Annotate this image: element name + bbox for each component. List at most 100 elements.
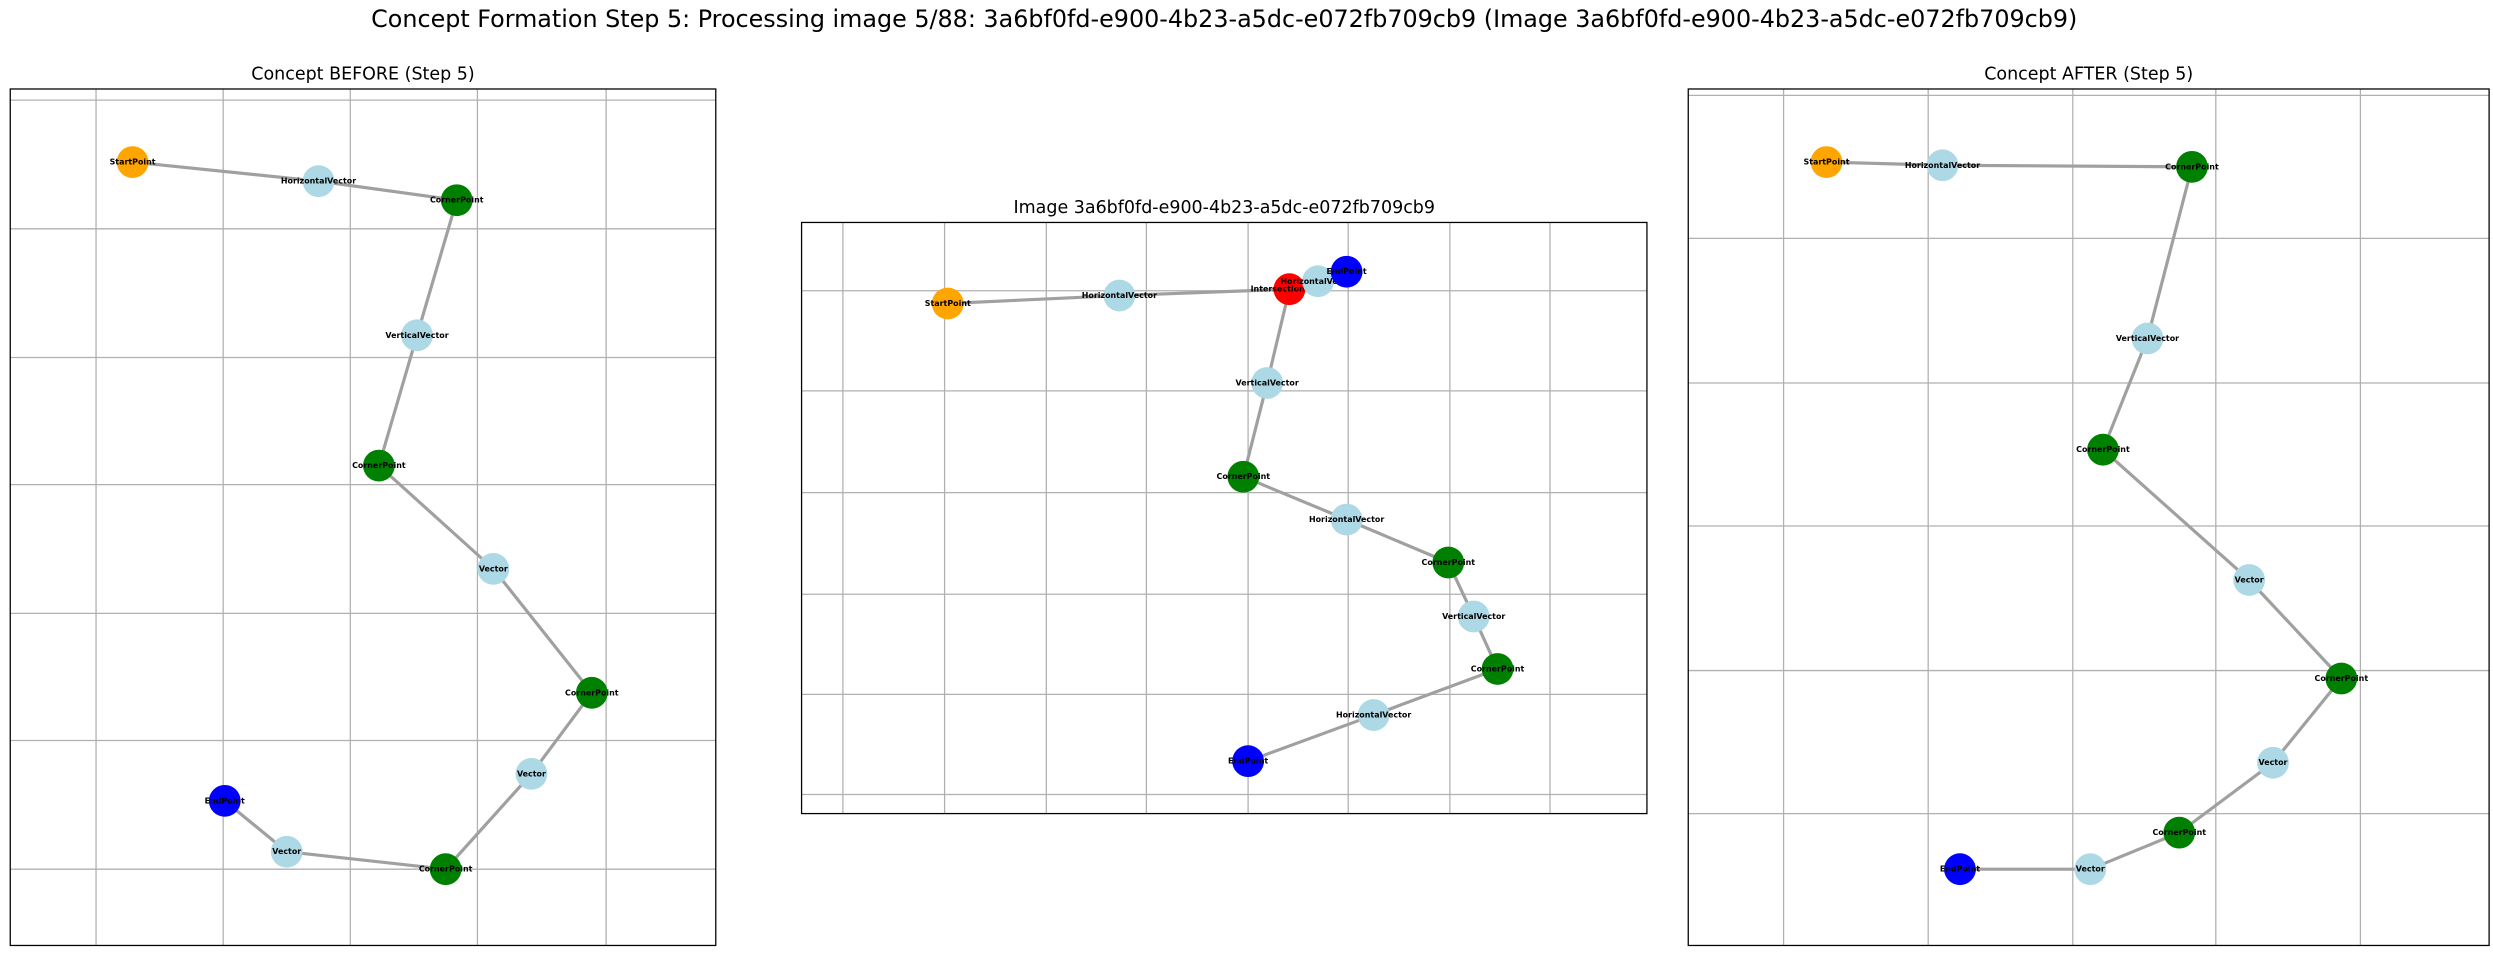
node — [363, 449, 395, 482]
edge — [492, 567, 594, 694]
edge — [530, 691, 594, 775]
node-label: HorizontalVector — [281, 177, 356, 186]
panel-frame — [1687, 88, 2490, 947]
node — [1273, 273, 1306, 306]
panel-title: Concept BEFORE (Step 5) — [251, 64, 474, 84]
node-label: CornerPoint — [1471, 664, 1525, 673]
node — [270, 835, 303, 868]
edge — [2089, 831, 2180, 871]
node-label: EndPoint — [205, 796, 245, 805]
edge — [1242, 475, 1348, 522]
edge — [2178, 761, 2274, 834]
node — [208, 784, 241, 817]
node-label: Vector — [517, 769, 546, 778]
node-label: CornerPoint — [1217, 472, 1271, 481]
node — [575, 676, 608, 709]
panel-title: Concept AFTER (Step 5) — [1984, 64, 2193, 84]
node — [116, 146, 149, 178]
edge — [444, 772, 533, 871]
edge — [2101, 337, 2149, 451]
node-label: CornerPoint — [2152, 828, 2206, 837]
node — [2233, 564, 2266, 596]
node — [2074, 853, 2107, 886]
node-label: StartPoint — [1803, 158, 1849, 167]
node — [1481, 653, 1514, 685]
edge — [1826, 160, 1943, 167]
node — [2087, 433, 2119, 466]
edge — [1345, 518, 1449, 564]
node-label: Vector — [2259, 758, 2288, 767]
node-label: CornerPoint — [2076, 445, 2130, 454]
edge — [415, 199, 459, 336]
node-label: CornerPoint — [2165, 162, 2219, 171]
node — [931, 287, 964, 320]
node-label: VerticalVector — [385, 331, 448, 340]
edge — [2145, 166, 2194, 339]
figure-title: Concept Formation Step 5: Processing ima… — [371, 5, 2077, 33]
node-label: Vector — [2076, 865, 2105, 874]
node — [1357, 699, 1390, 731]
edge — [2248, 578, 2343, 680]
edge — [132, 160, 319, 183]
edge — [1241, 382, 1269, 478]
node-label: HorizontalVector — [1336, 711, 1411, 720]
node — [429, 853, 462, 886]
node — [1432, 546, 1465, 579]
edge — [286, 850, 446, 871]
node — [1457, 600, 1490, 633]
node-label: VerticalVector — [1442, 612, 1505, 621]
node — [515, 757, 548, 790]
node — [1227, 460, 1260, 493]
edge — [1119, 287, 1290, 298]
edge — [377, 334, 419, 467]
node — [1926, 149, 1959, 182]
node-label: CornerPoint — [1422, 558, 1476, 567]
node — [302, 165, 335, 198]
node-label: HorizontalVector — [1309, 515, 1384, 524]
node-label: IntersectionPoint — [1251, 285, 1329, 294]
edge — [318, 179, 457, 202]
node-label: CornerPoint — [419, 865, 473, 874]
panel-frame — [800, 221, 1648, 815]
node-label: VerticalVector — [1236, 378, 1299, 387]
node-label: CornerPoint — [352, 461, 406, 470]
node — [1810, 146, 1843, 178]
node — [2163, 816, 2196, 849]
node — [1103, 279, 1136, 312]
edge — [947, 293, 1120, 306]
node — [2325, 662, 2358, 695]
node-label: CornerPoint — [430, 196, 484, 205]
panel-frame — [9, 88, 717, 947]
node — [1330, 503, 1363, 536]
node — [1232, 745, 1264, 778]
edge — [1247, 713, 1375, 763]
node-label: HorizontalVector — [1280, 277, 1355, 286]
edge — [2271, 677, 2343, 764]
node — [401, 319, 433, 352]
node — [1944, 853, 1976, 886]
node — [1302, 265, 1334, 298]
node-label: EndPoint — [1327, 267, 1367, 276]
node-label: CornerPoint — [2315, 674, 2369, 683]
node — [2131, 322, 2164, 355]
node — [2176, 150, 2208, 183]
edge — [1265, 288, 1291, 384]
node-label: EndPoint — [1940, 865, 1980, 874]
edge — [2101, 448, 2251, 582]
node — [1330, 255, 1363, 288]
edge — [377, 464, 495, 571]
node — [1251, 367, 1284, 399]
node-label: CornerPoint — [565, 688, 619, 697]
node-label: StartPoint — [925, 299, 971, 308]
edge — [1373, 667, 1499, 717]
node-label: HorizontalVector — [1905, 161, 1980, 170]
node — [440, 184, 473, 217]
node-label: Vector — [2235, 575, 2264, 584]
node — [477, 552, 510, 585]
panel-title: Image 3a6bf0fd-e900-4b23-a5dc-e072fb709c… — [1013, 198, 1435, 218]
node-label: Vector — [272, 847, 301, 856]
edge — [1942, 163, 2192, 169]
node-label: StartPoint — [110, 158, 156, 167]
